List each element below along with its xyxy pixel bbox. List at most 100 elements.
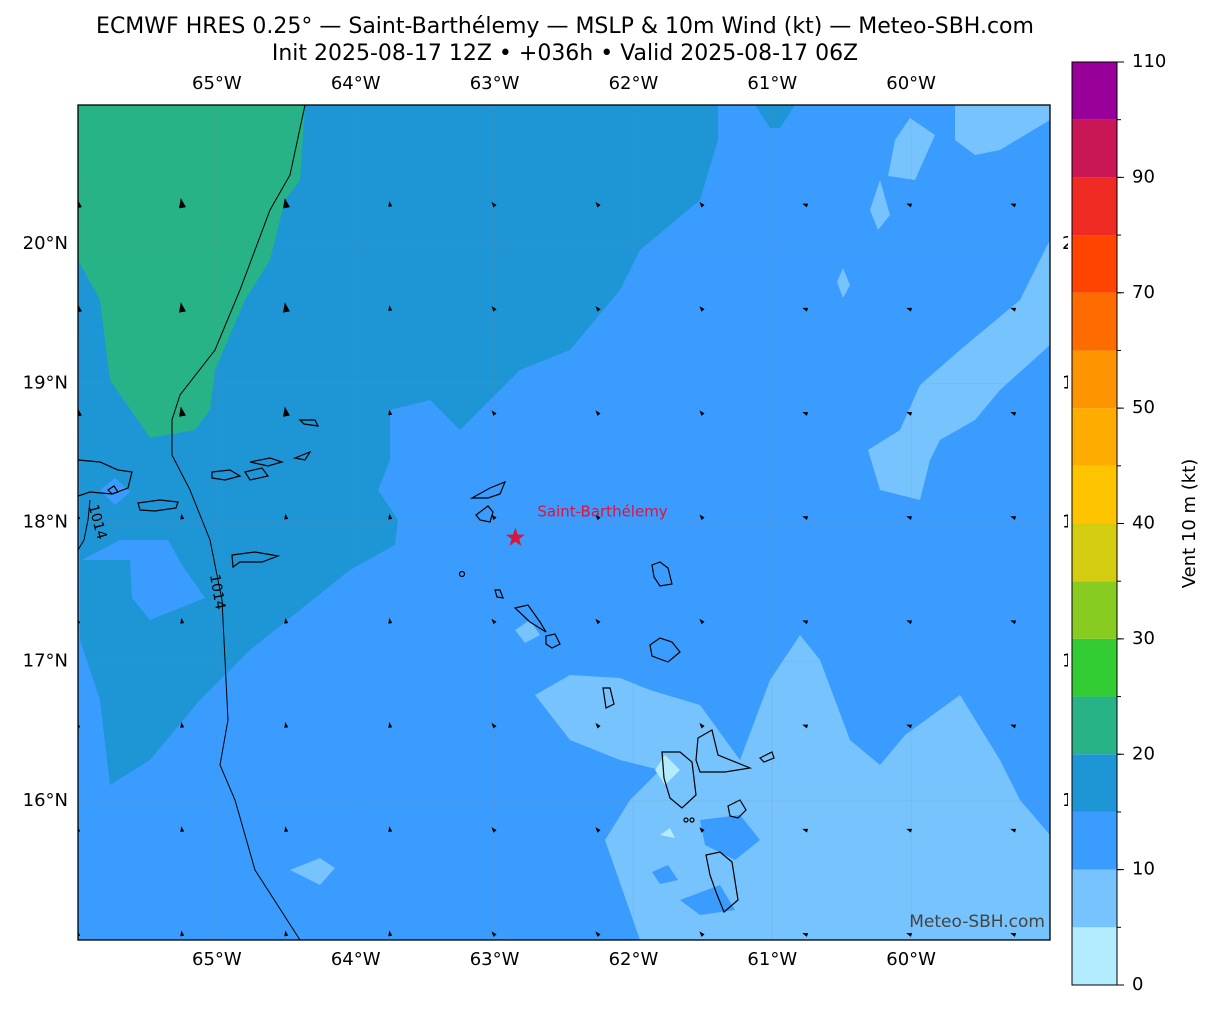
wind-arrow bbox=[388, 409, 393, 416]
title: ECMWF HRES 0.25° — Saint-Barthélemy — MS… bbox=[96, 14, 1034, 39]
colorbar-band bbox=[1072, 177, 1117, 236]
wind-arrow bbox=[1010, 620, 1017, 625]
coastlines bbox=[78, 419, 775, 914]
wind-arrow bbox=[1010, 933, 1017, 937]
wind-arrow bbox=[906, 203, 913, 208]
wind-region bbox=[290, 858, 335, 885]
wind-arrow bbox=[595, 618, 601, 625]
wind-arrow bbox=[491, 201, 497, 208]
wind-arrow bbox=[802, 724, 809, 729]
wind-arrow bbox=[699, 306, 705, 312]
lon-label: 64°W bbox=[331, 73, 381, 94]
lat-label: 16°N bbox=[23, 790, 68, 811]
wind-arrow bbox=[180, 513, 185, 520]
colorbar-band bbox=[1072, 119, 1117, 178]
wind-region bbox=[888, 118, 935, 180]
wind-arrow bbox=[491, 722, 497, 729]
wind-arrow bbox=[283, 406, 290, 417]
isobar bbox=[78, 499, 91, 551]
wind-arrow bbox=[699, 201, 705, 208]
colorbar-band bbox=[1072, 754, 1117, 812]
wind-arrow bbox=[906, 307, 913, 312]
wind-region bbox=[78, 105, 305, 438]
marker-label: Saint-Barthélemy bbox=[537, 502, 667, 520]
wind-arrow bbox=[595, 827, 601, 833]
wind-arrow bbox=[388, 201, 393, 207]
lat-label: 20°N bbox=[23, 233, 68, 254]
wind-arrow bbox=[699, 722, 705, 729]
wind-arrow bbox=[1010, 724, 1017, 729]
wind-arrow bbox=[699, 931, 705, 937]
colorbar-band bbox=[1072, 465, 1117, 524]
wind-arrow bbox=[179, 406, 186, 417]
wind-region bbox=[535, 635, 1050, 940]
wind-arrow bbox=[180, 826, 185, 833]
wind-arrow bbox=[180, 722, 185, 728]
lon-label: 61°W bbox=[747, 949, 797, 970]
lat-label: 17°N bbox=[23, 651, 68, 672]
wind-region bbox=[100, 478, 130, 505]
wind-region bbox=[660, 828, 675, 838]
wind-arrow bbox=[388, 722, 393, 728]
colorbar-band bbox=[1072, 62, 1117, 120]
wind-arrow bbox=[491, 618, 497, 625]
wind-arrow bbox=[802, 516, 809, 521]
colorbar-band bbox=[1072, 927, 1117, 985]
wind-arrow bbox=[388, 617, 393, 624]
wind-arrow bbox=[699, 618, 705, 625]
wind-region bbox=[655, 755, 680, 785]
wind-arrow bbox=[699, 827, 705, 833]
wind-arrow bbox=[1010, 516, 1017, 521]
wind-arrow bbox=[906, 933, 913, 937]
wind-arrow bbox=[388, 930, 393, 937]
wind-arrow bbox=[906, 412, 913, 416]
wind-arrow bbox=[1010, 828, 1017, 833]
colorbar-band bbox=[1072, 869, 1117, 928]
wind-arrow bbox=[595, 514, 601, 521]
colorbar-band bbox=[1072, 696, 1117, 755]
wind-arrow bbox=[179, 302, 186, 313]
wind-arrow bbox=[388, 513, 393, 520]
wind-arrow bbox=[388, 826, 393, 833]
wind-arrow bbox=[180, 617, 185, 624]
colorbar-band bbox=[1072, 523, 1117, 582]
lon-label: 61°W bbox=[747, 73, 797, 94]
wind-arrow bbox=[491, 514, 497, 521]
wind-arrow bbox=[284, 617, 289, 624]
wind-arrow bbox=[595, 410, 601, 416]
wind-region bbox=[955, 105, 1050, 155]
wind-arrow bbox=[388, 305, 393, 312]
wind-arrow bbox=[906, 828, 913, 833]
wind-arrow bbox=[906, 724, 913, 729]
wind-field bbox=[78, 105, 1050, 940]
watermark: Meteo-SBH.com bbox=[909, 912, 1045, 932]
wind-arrow bbox=[1010, 307, 1017, 312]
lat-label: 19°N bbox=[23, 372, 68, 393]
location-marker bbox=[505, 527, 525, 546]
wind-arrow bbox=[699, 410, 705, 416]
wind-arrow bbox=[180, 930, 185, 937]
wind-region bbox=[837, 268, 850, 298]
wind-region bbox=[700, 815, 760, 860]
colorbar-band bbox=[1072, 350, 1117, 409]
wind-arrow bbox=[179, 198, 186, 209]
wind-arrow bbox=[699, 514, 705, 521]
wind-arrow bbox=[491, 306, 497, 312]
wind-arrow bbox=[284, 930, 289, 937]
map-frame bbox=[77, 104, 1051, 941]
wind-region bbox=[755, 105, 795, 128]
wind-arrow bbox=[906, 516, 913, 521]
lon-label: 62°W bbox=[609, 73, 659, 94]
wind-arrow bbox=[595, 306, 601, 312]
wind-region bbox=[870, 180, 890, 230]
wind-arrow bbox=[284, 513, 289, 520]
wind-arrow bbox=[283, 198, 290, 209]
lon-label: 62°W bbox=[609, 949, 659, 970]
colorbar-tick-label: 70 bbox=[1132, 282, 1155, 303]
colorbar-tick-label: 50 bbox=[1132, 397, 1155, 418]
wind-arrow bbox=[595, 201, 601, 208]
wind-arrow bbox=[595, 722, 601, 729]
lon-label: 63°W bbox=[470, 73, 520, 94]
lat-label: 18°N bbox=[23, 512, 68, 533]
